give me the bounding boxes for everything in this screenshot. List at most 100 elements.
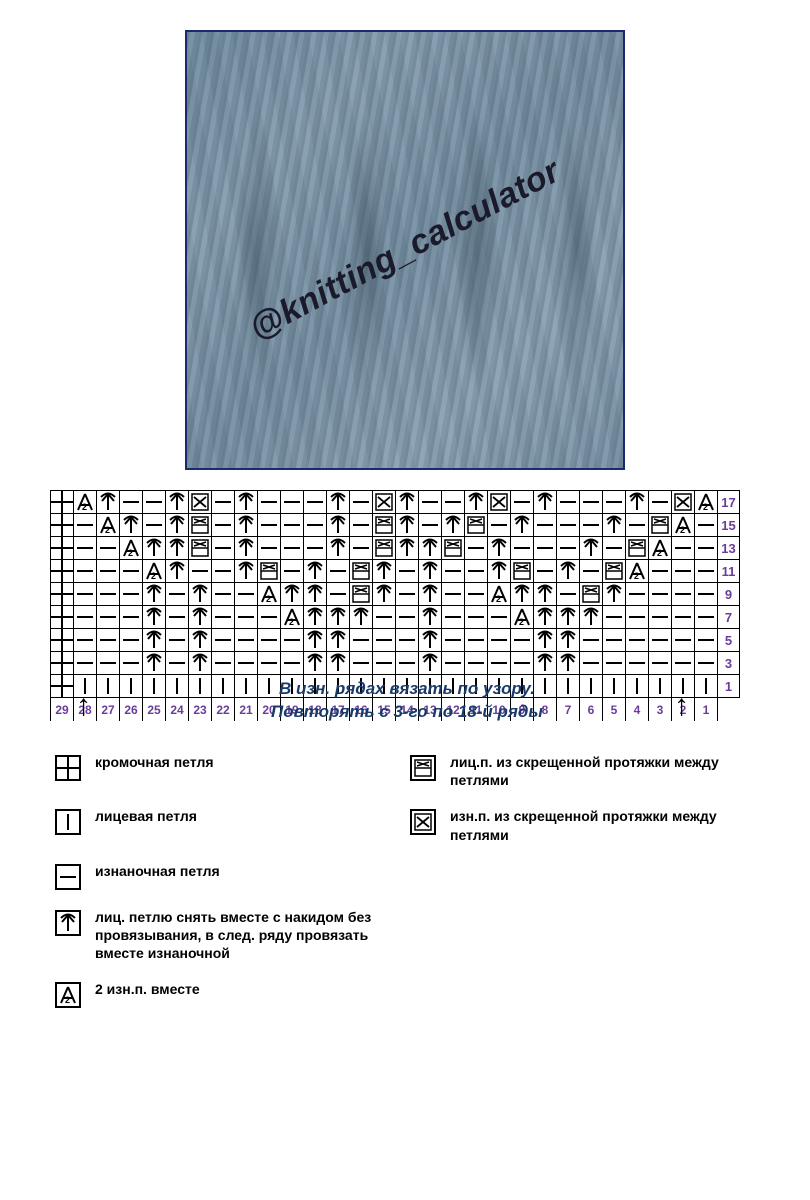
- chart-cell: [166, 537, 189, 560]
- chart-cell: [511, 560, 534, 583]
- chart-cell: [488, 652, 511, 675]
- legend-symbol: [55, 982, 81, 1008]
- chart-cell: [603, 583, 626, 606]
- chart-cell: [557, 606, 580, 629]
- chart-cell: [327, 652, 350, 675]
- chart-cell: [649, 629, 672, 652]
- chart-cell: [672, 560, 695, 583]
- chart-cell: [166, 629, 189, 652]
- chart-cell: [327, 491, 350, 514]
- chart-cell: [189, 629, 212, 652]
- chart-cell: [626, 606, 649, 629]
- legend-text: лиц. петлю снять вместе с накидом без пр…: [95, 908, 400, 963]
- cable-shadow: [447, 32, 507, 470]
- chart-cell: [51, 560, 74, 583]
- chart-cell: [189, 652, 212, 675]
- chart-cell: [695, 491, 718, 514]
- repeat-arrows: ↑ ↑ В изн. рядах вязать по узору. Повтор…: [50, 678, 764, 723]
- chart-cell: [189, 537, 212, 560]
- chart-cell: [143, 491, 166, 514]
- chart-cell: [304, 560, 327, 583]
- chart-cell: [672, 652, 695, 675]
- chart-cell: [120, 583, 143, 606]
- chart-cell: [327, 514, 350, 537]
- chart-cell: [396, 491, 419, 514]
- chart-cell: [143, 560, 166, 583]
- chart-cell: [143, 514, 166, 537]
- chart-cell: [534, 583, 557, 606]
- chart-cell: [373, 629, 396, 652]
- legend-text: 2 изн.п. вместе: [95, 980, 200, 998]
- instructions-text: В изн. рядах вязать по узору. Повторять …: [50, 678, 764, 724]
- chart-cell: [51, 491, 74, 514]
- chart-cell: [212, 606, 235, 629]
- legend-text: лиц.п. из скрещенной протяжки между петл…: [450, 753, 755, 789]
- chart-cell: [419, 491, 442, 514]
- chart-cell: [672, 606, 695, 629]
- chart-cell: [373, 537, 396, 560]
- chart-cell: [396, 583, 419, 606]
- chart-cell: [396, 537, 419, 560]
- legend-item: лиц.п. из скрещенной протяжки между петл…: [410, 753, 755, 789]
- legend: кромочная петлялиц.п. из скрещенной прот…: [55, 753, 755, 1008]
- legend-item: изнаночная петля: [55, 862, 400, 890]
- chart-cell: [419, 514, 442, 537]
- chart-cell: [419, 560, 442, 583]
- chart-cell: [97, 606, 120, 629]
- chart-cell: [120, 629, 143, 652]
- chart-cell: [603, 491, 626, 514]
- chart-cell: [350, 652, 373, 675]
- chart-cell: [511, 652, 534, 675]
- legend-item: лицевая петля: [55, 807, 400, 843]
- chart-cell: [350, 629, 373, 652]
- chart-cell: [235, 583, 258, 606]
- chart-cell: [350, 514, 373, 537]
- chart-cell: [143, 583, 166, 606]
- chart-cell: [258, 629, 281, 652]
- chart-cell: [74, 491, 97, 514]
- chart-cell: [511, 491, 534, 514]
- chart-cell: [649, 537, 672, 560]
- legend-text: изн.п. из скрещенной протяжки между петл…: [450, 807, 755, 843]
- chart-cell: [419, 652, 442, 675]
- chart-cell: [166, 652, 189, 675]
- chart-cell: [373, 652, 396, 675]
- chart-cell: [534, 652, 557, 675]
- cable-shadow: [547, 32, 607, 470]
- chart-cell: [442, 491, 465, 514]
- chart-cell: [580, 652, 603, 675]
- chart-cell: [488, 606, 511, 629]
- chart-cell: [534, 560, 557, 583]
- chart-cell: [442, 560, 465, 583]
- chart-cell: [695, 560, 718, 583]
- chart-cell: [603, 560, 626, 583]
- chart-cell: [212, 537, 235, 560]
- chart-cell: [373, 491, 396, 514]
- chart-cell: [626, 583, 649, 606]
- chart-cell: [419, 629, 442, 652]
- chart-cell: [143, 652, 166, 675]
- chart-cell: [511, 537, 534, 560]
- chart-cell: [258, 583, 281, 606]
- row-number: 5: [718, 629, 740, 652]
- chart-cell: [580, 606, 603, 629]
- row-number: 17: [718, 491, 740, 514]
- chart-cell: [373, 514, 396, 537]
- chart-cell: [120, 537, 143, 560]
- chart-cell: [603, 606, 626, 629]
- chart-cell: [603, 537, 626, 560]
- chart-cell: [557, 514, 580, 537]
- chart-cell: [189, 560, 212, 583]
- legend-symbol: [55, 809, 81, 835]
- chart-cell: [304, 537, 327, 560]
- chart-cell: [557, 652, 580, 675]
- chart-cell: [488, 560, 511, 583]
- chart-cell: [74, 583, 97, 606]
- legend-symbol: [410, 755, 436, 781]
- chart-cell: [419, 606, 442, 629]
- chart-cell: [649, 514, 672, 537]
- chart-cell: [672, 491, 695, 514]
- chart-cell: [74, 606, 97, 629]
- chart-cell: [51, 629, 74, 652]
- chart-cell: [258, 537, 281, 560]
